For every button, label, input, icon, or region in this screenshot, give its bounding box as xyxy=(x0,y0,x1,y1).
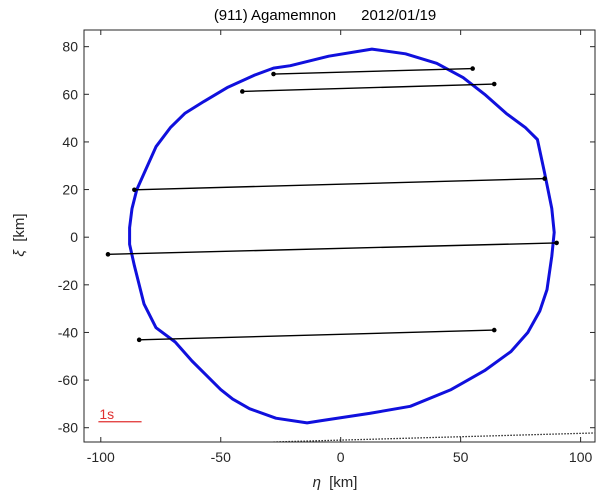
chord-4-point-1 xyxy=(105,252,111,257)
y-axis-unit: [km] xyxy=(11,213,28,241)
scale-bar-label: 1s xyxy=(99,406,114,422)
x-tick-label: -100 xyxy=(87,449,115,465)
dotted-line xyxy=(273,432,595,442)
x-tick-label: -50 xyxy=(211,449,231,465)
x-tick-label: 100 xyxy=(569,449,593,465)
y-tick-label: 40 xyxy=(62,134,78,150)
y-tick-label: -80 xyxy=(58,420,78,436)
chord-3-point-1 xyxy=(132,187,137,193)
chord-3-point-2 xyxy=(542,176,547,181)
chord-2 xyxy=(242,83,495,93)
axis-layer: -100 -50 0 50 100 -80 -60 -40 -20 0 20 40 60 80 xyxy=(58,30,595,465)
y-tick-label: -60 xyxy=(58,372,78,388)
chord-1 xyxy=(273,67,473,75)
plot-area xyxy=(105,47,595,442)
x-tick-label: 50 xyxy=(453,449,469,465)
y-axis-symbol: ξ xyxy=(11,249,28,257)
chart-title: (911) Agamemnon 2012/01/19 xyxy=(214,7,436,24)
chord-5-point-2 xyxy=(491,327,497,333)
y-tick-label: -20 xyxy=(58,277,78,293)
chord-2-point-1 xyxy=(240,89,245,94)
chord-2-point-2 xyxy=(491,81,497,87)
y-tick-label: 0 xyxy=(70,229,78,245)
axes-box xyxy=(83,29,596,443)
x-axis-unit: [km] xyxy=(329,474,357,491)
y-tick-label: 20 xyxy=(62,182,78,198)
y-axis-title: ξ [km] xyxy=(11,213,28,256)
y-tick-label: 60 xyxy=(62,86,78,102)
chord-1-point-2 xyxy=(470,66,475,71)
chord-4 xyxy=(107,242,557,256)
scale-bar: 1s xyxy=(98,406,142,423)
shape-outline xyxy=(128,47,556,425)
chord-5 xyxy=(139,329,495,341)
y-tick-label: -40 xyxy=(58,324,78,340)
chord-3 xyxy=(134,177,545,191)
x-axis-symbol: η xyxy=(313,474,321,491)
x-axis-title: η [km] xyxy=(313,474,358,491)
chord-1-point-1 xyxy=(271,71,276,77)
chord-5-point-1 xyxy=(136,337,142,343)
chord-4-point-2 xyxy=(554,240,559,246)
x-tick-label: 0 xyxy=(337,449,345,465)
y-tick-label: 80 xyxy=(62,39,78,55)
